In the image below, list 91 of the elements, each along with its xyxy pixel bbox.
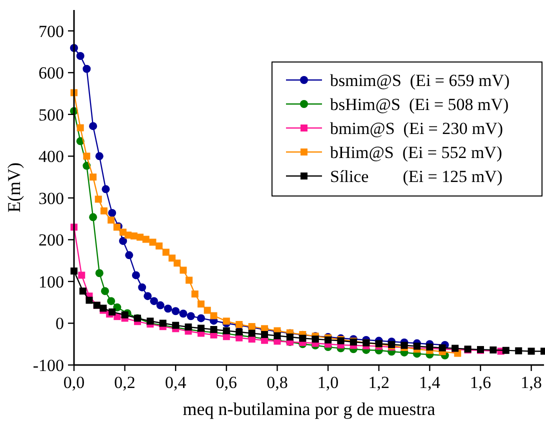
- point: [100, 207, 108, 214]
- y-tick-label: 700: [38, 22, 64, 41]
- point: [144, 292, 152, 300]
- point: [76, 124, 84, 132]
- point: [180, 266, 187, 274]
- point: [100, 287, 109, 296]
- point: [210, 312, 218, 320]
- point: [248, 330, 256, 337]
- point: [204, 306, 211, 314]
- y-tick-label: 600: [38, 64, 64, 83]
- x-tick-label: 0,0: [63, 373, 85, 392]
- point: [515, 347, 522, 354]
- point: [142, 236, 150, 243]
- point: [113, 303, 122, 312]
- point: [197, 314, 206, 322]
- legend-label: bmim@S (Ei = 230 mV): [330, 119, 504, 138]
- point: [198, 324, 205, 332]
- point: [222, 318, 230, 325]
- legend-label: bHim@S (Ei = 552 mV): [330, 143, 502, 162]
- x-tick-label: 1,4: [419, 373, 441, 392]
- x-tick-label: 0,6: [216, 373, 238, 392]
- point: [159, 320, 166, 327]
- point: [261, 331, 268, 338]
- point: [162, 248, 170, 256]
- y-tick-label: 100: [38, 272, 64, 292]
- y-axis-title: E(mV): [4, 162, 24, 212]
- point: [102, 185, 110, 194]
- point: [191, 290, 198, 298]
- point: [156, 242, 163, 250]
- point: [172, 307, 180, 316]
- point: [164, 304, 172, 313]
- point: [82, 64, 91, 73]
- point: [95, 152, 104, 160]
- point: [172, 322, 180, 329]
- point: [222, 327, 230, 334]
- point: [89, 122, 98, 130]
- point: [146, 318, 154, 325]
- point: [132, 271, 140, 280]
- point: [502, 346, 510, 354]
- point: [121, 311, 128, 318]
- point: [528, 348, 535, 355]
- point: [186, 312, 195, 320]
- point: [186, 276, 193, 284]
- point: [108, 308, 116, 316]
- y-tick-label: 200: [38, 230, 64, 250]
- point: [149, 238, 156, 246]
- point: [78, 272, 86, 279]
- point: [184, 323, 192, 330]
- point: [89, 213, 98, 222]
- legend-label: bsHim@S (Ei = 508 mV): [330, 95, 509, 114]
- point: [86, 296, 93, 304]
- point: [119, 236, 128, 245]
- point: [174, 260, 181, 267]
- y-tick-label: -100: [32, 356, 64, 375]
- point: [198, 300, 205, 308]
- legend-label: Sílice (Ei = 125 mV): [330, 167, 502, 186]
- point: [107, 297, 116, 306]
- legend-label: bsmim@S (Ei = 659 mV): [330, 71, 510, 90]
- point: [179, 310, 188, 318]
- point: [274, 332, 281, 340]
- x-tick-label: 0,8: [266, 373, 288, 392]
- point: [168, 254, 176, 262]
- point: [79, 288, 86, 295]
- point: [83, 152, 90, 160]
- x-tick-label: 0,2: [114, 373, 136, 392]
- point: [108, 208, 116, 217]
- x-axis-title: meq n-butilamina por g de muestra: [182, 399, 436, 419]
- point: [76, 52, 84, 60]
- point: [90, 174, 97, 181]
- point: [108, 216, 115, 224]
- x-tick-label: 0,4: [164, 373, 187, 392]
- x-tick-label: 1,8: [520, 373, 542, 392]
- point: [150, 297, 158, 306]
- x-tick-label: 1,0: [317, 373, 339, 392]
- point: [286, 334, 294, 341]
- x-tick-label: 1,2: [368, 373, 390, 392]
- point: [138, 283, 146, 292]
- point: [490, 346, 497, 354]
- point: [299, 334, 306, 342]
- point: [210, 326, 218, 333]
- point: [94, 196, 102, 203]
- point: [95, 269, 104, 278]
- y-tick-label: 0: [56, 314, 64, 334]
- y-tick-label: 300: [38, 188, 64, 208]
- x-tick-label: 1,6: [470, 373, 492, 392]
- point: [156, 301, 164, 310]
- y-tick-label: 500: [38, 105, 64, 124]
- y-tick-label: 400: [38, 147, 64, 166]
- point: [236, 328, 243, 336]
- point: [312, 336, 319, 343]
- point: [125, 251, 134, 260]
